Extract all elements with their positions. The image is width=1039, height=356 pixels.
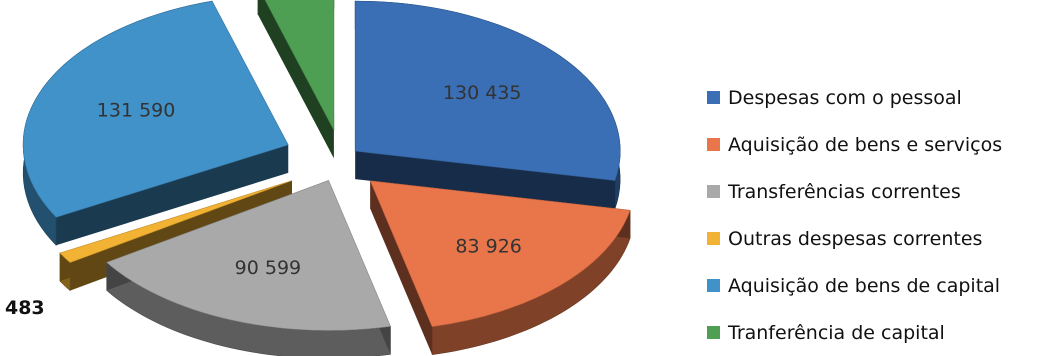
legend-item: Outras despesas correntes: [707, 215, 1037, 262]
legend-label: Despesas com o pessoal: [728, 86, 962, 109]
legend-swatch: [707, 91, 720, 104]
legend-swatch: [707, 138, 720, 151]
legend-swatch: [707, 185, 720, 198]
legend-swatch: [707, 232, 720, 245]
legend-item: Aquisição de bens e serviços: [707, 121, 1037, 168]
pie-slice-6: [257, 0, 335, 159]
legend-item: Tranferência de capital: [707, 309, 1037, 356]
data-label-2: 83 926: [455, 235, 521, 257]
legend-label: Tranferência de capital: [728, 321, 945, 344]
legend-swatch: [707, 326, 720, 339]
data-label-1: 130 435: [443, 82, 522, 104]
legend-label: Outras despesas correntes: [728, 227, 983, 250]
legend-item: Aquisição de bens de capital: [707, 262, 1037, 309]
pie-slice-2: [369, 180, 631, 356]
legend-label: Aquisição de bens de capital: [728, 274, 1001, 297]
data-label-4: 5 483: [0, 297, 45, 319]
data-label-5: 131 590: [97, 100, 176, 122]
legend-item: Transferências correntes: [707, 168, 1037, 215]
pie-slice-5: [22, 0, 289, 247]
data-label-3: 90 599: [235, 257, 301, 279]
legend-swatch: [707, 279, 720, 292]
pie-slice-3: [106, 180, 391, 356]
legend-label: Aquisição de bens e serviços: [728, 133, 1003, 156]
legend: Despesas com o pessoal Aquisição de bens …: [707, 74, 1037, 356]
pie-slice-1: [354, 0, 621, 209]
legend-item: Despesas com o pessoal: [707, 74, 1037, 121]
legend-label: Transferências correntes: [728, 180, 961, 203]
